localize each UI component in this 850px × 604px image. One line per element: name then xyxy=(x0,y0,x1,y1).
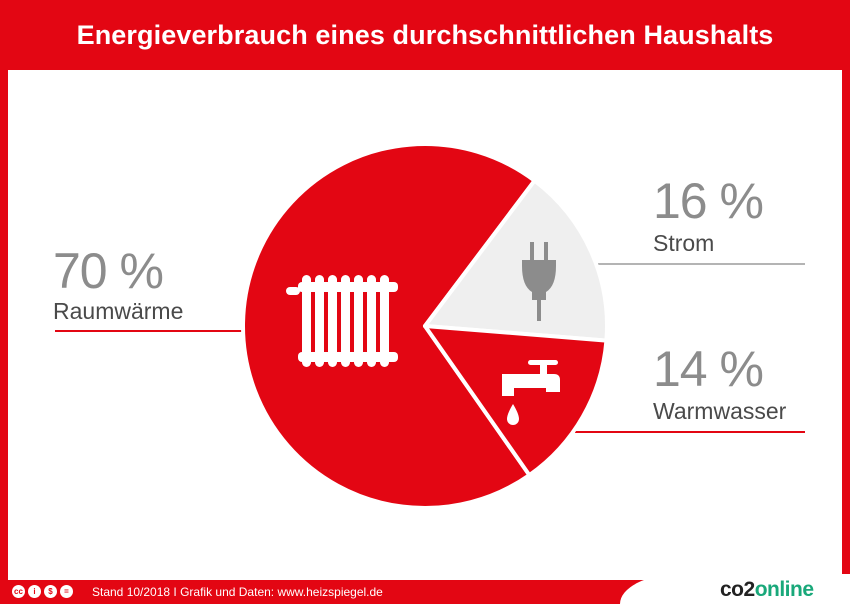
plug-icon xyxy=(522,242,556,321)
cc-icon: cc xyxy=(12,585,25,598)
pie-slice-strom xyxy=(423,178,609,343)
title-bar: Energieverbrauch eines durchschnittliche… xyxy=(0,0,850,70)
warmwasser-label: Warmwasser xyxy=(653,398,787,424)
nc-icon: $ xyxy=(44,585,57,598)
brand-prefix: co2 xyxy=(720,578,755,601)
strom-label: Strom xyxy=(653,230,715,256)
raumwaerme-percent: 70 % xyxy=(53,243,164,299)
faucet-icon xyxy=(502,360,560,425)
by-icon: i xyxy=(28,585,41,598)
radiator-icon xyxy=(286,275,398,367)
warmwasser-percent: 14 % xyxy=(653,341,764,397)
chart-title: Energieverbrauch eines durchschnittliche… xyxy=(76,19,774,50)
raumwaerme-label: Raumwärme xyxy=(53,298,184,324)
footer-brand-area xyxy=(620,574,850,604)
pie-slice-warmwasser xyxy=(423,324,609,478)
brand-logo: co2online xyxy=(720,578,814,602)
strom-percent: 16 % xyxy=(653,173,764,229)
brand-suffix: online xyxy=(754,578,814,601)
footer-source-text: Stand 10/2018 I Grafik und Daten: www.he… xyxy=(92,585,383,599)
license-icons: cc i $ = xyxy=(12,585,73,598)
nd-icon: = xyxy=(60,585,73,598)
